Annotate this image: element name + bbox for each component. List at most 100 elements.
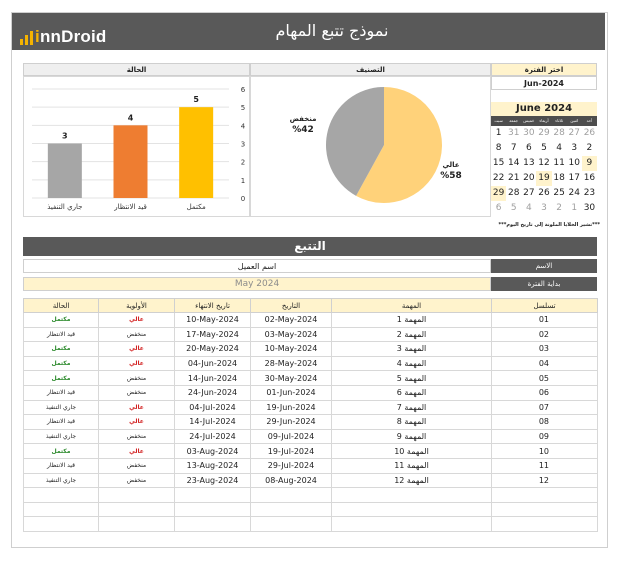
calendar-day[interactable]: 9: [581, 156, 597, 171]
calendar-day[interactable]: 27: [523, 188, 535, 198]
header-bar: innDroid نموذج تتبع المهام: [12, 13, 605, 50]
logo-text: nnDroid: [39, 27, 107, 46]
date-cell: [250, 516, 332, 532]
logo-prefix: i: [35, 27, 40, 46]
period-start-label: بداية الفترة: [491, 277, 597, 291]
calendar-day[interactable]: 28: [507, 188, 520, 198]
client-name-field[interactable]: اسم العميل: [23, 259, 491, 273]
task-cell: [331, 487, 492, 503]
calendar-day[interactable]: 1: [495, 128, 502, 138]
y-tick-label: 4: [241, 122, 246, 130]
calendar-day[interactable]: 7: [510, 143, 517, 153]
calendar-day[interactable]: 25: [553, 188, 565, 198]
calendar-day-header: أحد: [581, 116, 597, 126]
classification-chart-panel: عالي %58 منخفض %42: [250, 76, 491, 217]
calendar-day[interactable]: 2: [586, 143, 593, 153]
calendar-day[interactable]: 8: [495, 143, 502, 153]
calendar-title: June 2024: [491, 102, 597, 116]
calendar-day[interactable]: 4: [556, 143, 562, 153]
table-row: جاري التنفيذ عالي 04-Jul-2024 19-Jun-2024 ال…: [23, 399, 598, 416]
calendar-day[interactable]: 29: [538, 128, 550, 138]
due-date-cell: 23-Aug-2024: [174, 472, 251, 489]
calendar-day[interactable]: 6: [525, 143, 532, 153]
calendar-day[interactable]: 5: [541, 143, 547, 153]
calendar-day[interactable]: 19: [536, 171, 552, 186]
priority-cell: عالي: [98, 399, 175, 416]
calendar-day[interactable]: 21: [507, 173, 520, 183]
calendar-day[interactable]: 24: [568, 188, 580, 198]
page-title: نموذج تتبع المهام: [275, 21, 389, 40]
priority-cell: منخفض: [98, 472, 175, 489]
calendar-day[interactable]: 3: [541, 203, 547, 213]
calendar-day[interactable]: 30: [523, 128, 535, 138]
calendar-day[interactable]: 26: [538, 188, 550, 198]
calendar-day[interactable]: 20: [523, 173, 535, 183]
y-tick-label: 0: [241, 195, 245, 203]
calendar-grid: سبت جمعة خميس أربعاء ثلاثاء اثنين أحد 1 31 30 29 28…: [491, 116, 597, 216]
calendar-day[interactable]: 4: [525, 203, 532, 213]
status-cell: مكتمل: [23, 312, 99, 328]
task-cell: المهمة 7: [331, 399, 492, 416]
bar-value-label: 4: [128, 113, 134, 122]
calendar-day[interactable]: 15: [492, 158, 505, 168]
task-cell: المهمة 6: [331, 384, 492, 401]
table-row: قيد الانتظار منخفض 24-Jun-2024 01-Jun-2024 ا…: [23, 384, 598, 401]
calendar-day[interactable]: 30: [583, 203, 596, 213]
calendar-day[interactable]: 3: [571, 143, 578, 153]
status-cell: قيد الانتظار: [23, 414, 99, 430]
date-cell: 01-Jun-2024: [250, 384, 332, 401]
table-row: [23, 501, 598, 518]
status-panel-title: الحالة: [23, 63, 250, 76]
calendar-day[interactable]: 5: [510, 203, 517, 213]
due-date-cell: 17-May-2024: [174, 326, 251, 343]
calendar-day[interactable]: 2: [556, 203, 562, 213]
calendar-day[interactable]: 23: [583, 188, 596, 198]
calendar-day[interactable]: 11: [553, 158, 565, 168]
calendar-day[interactable]: 1: [571, 203, 578, 213]
task-cell: المهمة 11: [331, 457, 492, 474]
calendar-day[interactable]: 29: [491, 186, 507, 201]
calendar-day[interactable]: 10: [568, 158, 580, 168]
task-cell: المهمة 8: [331, 414, 492, 430]
seq-cell: [491, 501, 598, 518]
classification-panel-title: التصنيف: [250, 63, 491, 76]
priority-cell: عالي: [98, 414, 175, 430]
due-date-cell: 10-May-2024: [174, 312, 251, 328]
seq-cell: 01: [491, 312, 598, 328]
task-cell: المهمة 3: [331, 341, 492, 357]
name-label: الاسم: [491, 259, 597, 273]
calendar-day[interactable]: 6: [495, 203, 502, 213]
calendar-day[interactable]: 26: [583, 128, 596, 138]
calendar-day[interactable]: 16: [583, 173, 596, 183]
period-start-field[interactable]: May 2024: [23, 277, 491, 291]
calendar-day[interactable]: 22: [492, 173, 505, 183]
calendar-day[interactable]: 28: [553, 128, 565, 138]
period-select[interactable]: Jun-2024: [491, 76, 597, 90]
calendar-day[interactable]: 27: [568, 128, 580, 138]
seq-cell: 09: [491, 428, 598, 445]
task-cell: المهمة 12: [331, 472, 492, 489]
due-date-cell: 20-May-2024: [174, 341, 251, 357]
seq-cell: [491, 516, 598, 532]
priority-cell: [98, 487, 175, 503]
table-header-row: الحالة الأولوية تاريخ الانتهاء التاريخ ا…: [23, 298, 598, 313]
calendar-day[interactable]: 31: [507, 128, 520, 138]
x-tick-label: جاري التنفيذ: [47, 203, 82, 211]
bar-value-label: 3: [62, 132, 68, 141]
calendar-note: ***تشير الخلايا الملونة إلى تاريخ اليوم*…: [498, 222, 600, 228]
calendar-day[interactable]: 17: [568, 173, 580, 183]
y-tick-label: 6: [241, 86, 246, 94]
status-bar-chart: 0 1 2 3 4 5 6 3 جاري التنفيذ 4 قيد الانتظار 5 مكتمل: [32, 86, 246, 211]
calendar-day[interactable]: 13: [523, 158, 535, 168]
date-cell: 03-May-2024: [250, 326, 332, 343]
calendar-day[interactable]: 18: [553, 173, 565, 183]
status-cell: مكتمل: [23, 443, 99, 459]
calendar-day[interactable]: 12: [538, 158, 550, 168]
tracking-title: التتبع: [23, 237, 597, 256]
calendar-day[interactable]: 14: [507, 158, 520, 168]
due-date-cell: 04-Jun-2024: [174, 355, 251, 372]
pie-value-label: %58: [440, 171, 462, 181]
y-tick-label: 5: [241, 104, 245, 112]
